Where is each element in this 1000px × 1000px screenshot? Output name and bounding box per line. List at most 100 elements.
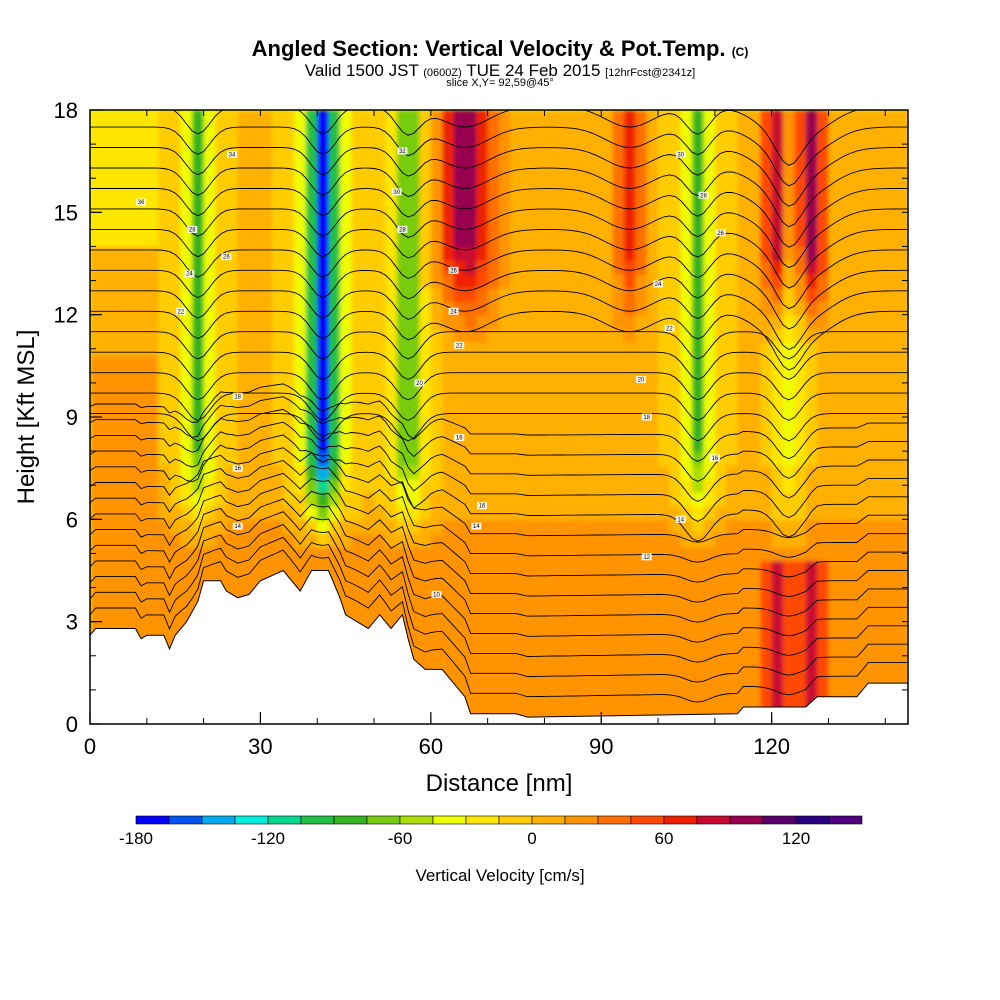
velocity-cell: [533, 655, 546, 671]
velocity-cell: [578, 150, 591, 166]
velocity-cell: [124, 232, 137, 248]
velocity-cell: [328, 123, 341, 139]
velocity-cell: [669, 519, 682, 534]
velocity-cell: [748, 492, 762, 507]
velocity-cell: [499, 492, 512, 507]
velocity-cell: [510, 328, 523, 343]
velocity-cell: [487, 505, 500, 521]
velocity-cell: [237, 492, 250, 507]
velocity-cell: [669, 478, 682, 493]
velocity-cell: [658, 137, 671, 152]
velocity-cell: [544, 478, 557, 493]
velocity-cell: [748, 628, 762, 643]
velocity-cell: [419, 532, 432, 548]
velocity-cell: [748, 150, 762, 166]
velocity-cell: [499, 478, 512, 493]
velocity-cell: [453, 355, 466, 371]
velocity-cell: [249, 137, 262, 152]
velocity-cell: [533, 464, 546, 480]
velocity-cell: [714, 382, 728, 398]
velocity-cell: [567, 410, 580, 425]
velocity-cell: [226, 301, 239, 316]
velocity-cell: [612, 696, 625, 712]
velocity-cell: [214, 178, 228, 193]
velocity-cell: [692, 532, 705, 548]
velocity-cell: [362, 164, 375, 180]
velocity-cell: [533, 260, 546, 275]
velocity-cell: [294, 232, 307, 248]
theta-contour: [90, 331, 908, 360]
velocity-cell: [760, 301, 773, 316]
velocity-cell: [169, 396, 182, 411]
velocity-cell: [703, 628, 716, 643]
velocity-cell: [635, 437, 648, 452]
velocity-cell: [896, 669, 908, 684]
velocity-cell: [555, 355, 568, 371]
theta-label-bg: [221, 253, 232, 261]
velocity-cell: [124, 410, 137, 425]
velocity-cell: [499, 532, 512, 548]
velocity-cell: [499, 341, 512, 357]
velocity-cell: [862, 355, 875, 371]
velocity-cell: [521, 505, 534, 521]
velocity-cell: [726, 396, 739, 411]
velocity-cell: [839, 178, 852, 193]
velocity-cell: [294, 273, 307, 289]
velocity-cell: [817, 532, 830, 548]
velocity-cell: [419, 164, 432, 180]
colorbar-swatch: [531, 815, 566, 825]
velocity-cell: [862, 287, 875, 302]
velocity-cell: [805, 642, 818, 657]
velocity-cell: [623, 150, 637, 166]
velocity-cell: [839, 314, 852, 330]
velocity-cell: [203, 246, 216, 261]
velocity-cell: [305, 205, 319, 220]
theta-label-bg: [232, 464, 243, 472]
velocity-cell: [169, 573, 182, 589]
velocity-cell: [112, 219, 125, 234]
velocity-cell: [317, 219, 330, 234]
velocity-cell: [362, 260, 375, 275]
velocity-cell: [612, 532, 625, 548]
velocity-cell: [851, 314, 864, 330]
velocity-cell: [487, 601, 500, 616]
velocity-cell: [635, 451, 648, 466]
velocity-cell: [748, 669, 762, 684]
velocity-cell: [226, 110, 239, 125]
velocity-cell: [226, 573, 239, 589]
velocity-cell: [896, 150, 908, 166]
velocity-cell: [328, 273, 341, 289]
velocity-cell: [271, 287, 284, 302]
velocity-cell: [430, 232, 443, 248]
velocity-cell: [737, 260, 750, 275]
velocity-cell: [374, 601, 387, 616]
velocity-cell: [521, 314, 534, 330]
velocity-cell: [180, 601, 194, 616]
velocity-cell: [499, 219, 512, 234]
velocity-cell: [158, 178, 171, 193]
velocity-cell: [237, 355, 250, 371]
velocity-cell: [692, 150, 705, 166]
velocity-cell: [339, 137, 353, 152]
velocity-cell: [567, 505, 580, 521]
velocity-cell: [817, 519, 830, 534]
velocity-cell: [555, 601, 568, 616]
velocity-cell: [271, 301, 284, 316]
velocity-cell: [430, 601, 443, 616]
velocity-cell: [658, 382, 671, 398]
velocity-cell: [510, 464, 523, 480]
velocity-cell: [680, 601, 693, 616]
velocity-cell: [442, 642, 455, 657]
velocity-cell: [760, 655, 773, 671]
velocity-cell: [237, 232, 250, 248]
velocity-cell: [192, 519, 205, 534]
colorbar-swatch: [663, 815, 698, 825]
velocity-cell: [544, 341, 557, 357]
velocity-cell: [101, 423, 114, 439]
velocity-cell: [578, 642, 591, 657]
velocity-cell: [339, 314, 353, 330]
velocity-cell: [124, 437, 137, 452]
theta-contour-labels: 3634323028262824222624222018161614161410…: [136, 147, 726, 598]
velocity-cell: [271, 164, 284, 180]
velocity-cell: [510, 478, 523, 493]
